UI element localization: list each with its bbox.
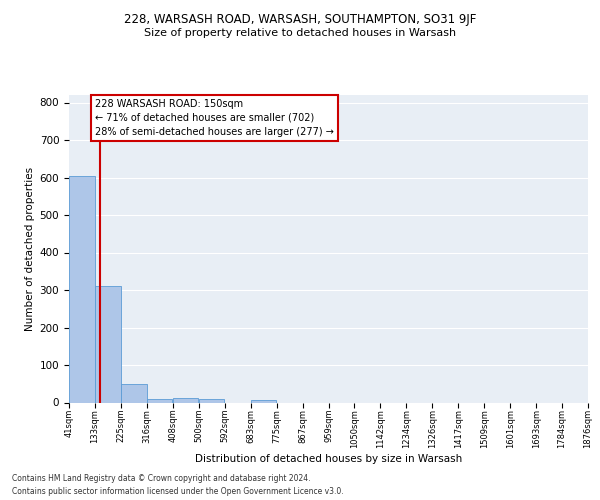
X-axis label: Distribution of detached houses by size in Warsash: Distribution of detached houses by size … <box>195 454 462 464</box>
Y-axis label: Number of detached properties: Number of detached properties <box>25 166 35 331</box>
Bar <box>147 399 172 402</box>
Bar <box>121 384 146 402</box>
Bar <box>251 400 276 402</box>
Text: 228 WARSASH ROAD: 150sqm
← 71% of detached houses are smaller (702)
28% of semi-: 228 WARSASH ROAD: 150sqm ← 71% of detach… <box>95 99 334 136</box>
Text: 228, WARSASH ROAD, WARSASH, SOUTHAMPTON, SO31 9JF: 228, WARSASH ROAD, WARSASH, SOUTHAMPTON,… <box>124 12 476 26</box>
Text: Contains public sector information licensed under the Open Government Licence v3: Contains public sector information licen… <box>12 487 344 496</box>
Bar <box>199 399 224 402</box>
Bar <box>70 176 95 402</box>
Text: Contains HM Land Registry data © Crown copyright and database right 2024.: Contains HM Land Registry data © Crown c… <box>12 474 311 483</box>
Bar <box>95 286 121 403</box>
Bar <box>173 398 199 402</box>
Text: Size of property relative to detached houses in Warsash: Size of property relative to detached ho… <box>144 28 456 38</box>
